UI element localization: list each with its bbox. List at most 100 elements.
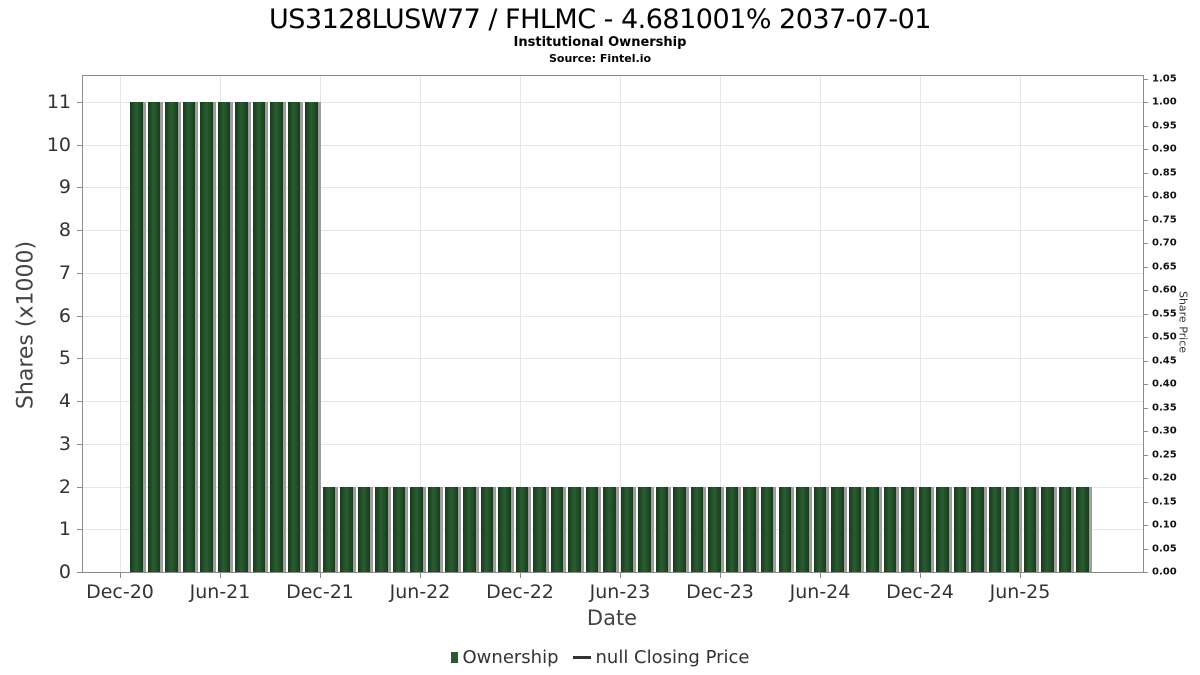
ownership-bar[interactable] [515, 486, 529, 572]
gridline-vertical [120, 76, 121, 572]
ownership-bar[interactable] [638, 486, 651, 572]
left-axis-tick-label: 8 [58, 219, 71, 242]
ownership-bar[interactable] [778, 486, 791, 572]
ownership-bar[interactable] [1076, 486, 1089, 572]
ownership-bar[interactable] [375, 486, 388, 572]
ownership-bar[interactable] [725, 486, 739, 572]
x-axis-tick-label: Jun-24 [789, 581, 851, 603]
ownership-bar[interactable] [901, 486, 914, 572]
ownership-bar[interactable] [603, 486, 616, 572]
right-axis-tick-label: 0.75 [1152, 214, 1177, 225]
gridline-vertical [520, 76, 521, 572]
ownership-bar[interactable] [392, 486, 406, 572]
ownership-bar[interactable] [235, 102, 248, 572]
ownership-bar[interactable] [866, 486, 879, 572]
ownership-bar[interactable] [831, 486, 844, 572]
left-axis-tick-label: 0 [58, 561, 71, 583]
ownership-bar[interactable] [182, 102, 196, 572]
ownership-bar[interactable] [1006, 486, 1019, 572]
x-axis-tick [1020, 572, 1021, 578]
right-axis-tick-label: 0.50 [1152, 331, 1177, 343]
left-axis-tick [77, 187, 82, 189]
ownership-bar[interactable] [673, 486, 686, 572]
ownership-bar[interactable] [147, 102, 161, 572]
ownership-bar[interactable] [270, 102, 283, 572]
ownership-bar[interactable] [988, 486, 1002, 572]
x-axis-tick [420, 572, 421, 578]
legend-label-ownership: Ownership [462, 646, 559, 668]
right-axis-tick-label: 0.60 [1152, 284, 1177, 296]
right-axis-tick-label: 1.00 [1152, 96, 1177, 108]
left-axis-tick [77, 272, 82, 274]
left-axis-tick [77, 486, 82, 488]
ownership-bar[interactable] [445, 486, 458, 572]
x-axis-tick-label: Dec-23 [686, 581, 754, 603]
legend-item-closing-price[interactable]: null Closing Price [572, 647, 749, 668]
legend-item-ownership[interactable]: Ownership [450, 646, 559, 668]
ownership-bar[interactable] [252, 102, 266, 572]
ownership-bar[interactable] [550, 486, 564, 572]
ownership-bar[interactable] [936, 486, 949, 572]
right-axis-tick [1143, 337, 1148, 338]
ownership-bar[interactable] [918, 486, 932, 572]
left-axis-tick [77, 529, 82, 531]
x-axis-tick-label: Jun-25 [989, 581, 1051, 603]
ownership-bar[interactable] [287, 102, 301, 572]
ownership-bar[interactable] [410, 486, 423, 572]
ownership-bar[interactable] [322, 486, 336, 572]
ownership-bar[interactable] [480, 486, 494, 572]
right-axis-tick-label: 0.80 [1152, 190, 1177, 202]
left-axis-tick [77, 572, 82, 573]
ownership-bar[interactable] [971, 486, 984, 572]
ownership-bar[interactable] [760, 486, 774, 572]
right-axis-tick [1143, 384, 1148, 385]
y-axis-title-left: Shares (x1000) [13, 240, 39, 410]
ownership-bar[interactable] [585, 486, 599, 572]
ownership-bar[interactable] [533, 486, 546, 572]
ownership-bar[interactable] [165, 102, 178, 572]
ownership-bar[interactable] [690, 486, 704, 572]
right-axis-tick [1143, 548, 1148, 550]
ownership-bar[interactable] [796, 486, 809, 572]
right-axis-tick-label: 0.90 [1152, 143, 1177, 155]
ownership-bar[interactable] [498, 486, 511, 572]
chart-source: Source: Fintel.io [548, 52, 652, 65]
ownership-swatch-icon [450, 651, 458, 663]
ownership-bar[interactable] [953, 486, 967, 572]
right-axis-tick-label: 0.25 [1152, 449, 1177, 460]
gridline-horizontal [83, 144, 1143, 146]
ownership-bar[interactable] [305, 102, 318, 572]
gridline-horizontal [83, 187, 1143, 189]
ownership-bar[interactable] [427, 486, 441, 572]
ownership-bar[interactable] [1041, 486, 1054, 572]
ownership-bar[interactable] [848, 486, 862, 572]
ownership-bar[interactable] [200, 102, 213, 572]
ownership-bar[interactable] [217, 102, 231, 572]
right-axis-tick-label: 0.15 [1152, 496, 1177, 507]
ownership-bar[interactable] [655, 486, 669, 572]
x-axis-tick [920, 572, 921, 578]
x-axis-tick [120, 572, 121, 578]
ownership-bar[interactable] [130, 102, 143, 572]
ownership-bar[interactable] [568, 486, 581, 572]
x-axis-title: Date [586, 606, 638, 630]
ownership-bar[interactable] [813, 486, 827, 572]
x-axis-tick-label: Jun-21 [189, 581, 251, 603]
ownership-bar[interactable] [340, 486, 353, 572]
right-axis-tick [1143, 219, 1148, 221]
ownership-bar[interactable] [357, 486, 371, 572]
ownership-bar[interactable] [708, 486, 721, 572]
ownership-bar[interactable] [463, 486, 476, 572]
ownership-bar[interactable] [743, 486, 756, 572]
ownership-bar[interactable] [1023, 486, 1037, 572]
ownership-bar[interactable] [883, 486, 897, 572]
right-axis-tick [1143, 196, 1148, 197]
right-axis-tick [1143, 572, 1148, 573]
ownership-bar[interactable] [620, 486, 634, 572]
gridline-vertical [920, 76, 921, 572]
right-axis-tick [1143, 266, 1148, 268]
chart-title: US3128LUSW77 / FHLMC - 4.681001% 2037-07… [269, 4, 931, 35]
x-axis-tick-label: Jun-22 [389, 581, 451, 603]
ownership-bar[interactable] [1058, 486, 1072, 572]
right-axis-tick-label: 0.70 [1152, 237, 1177, 249]
